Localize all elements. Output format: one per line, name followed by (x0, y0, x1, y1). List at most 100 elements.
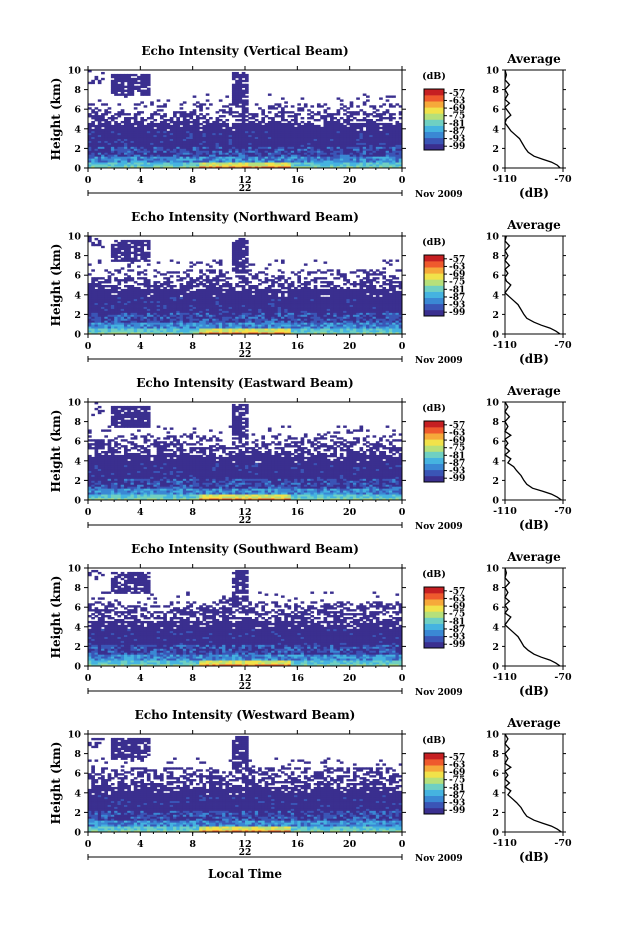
heatmap-cell (163, 166, 167, 169)
heatmap-cell (110, 144, 115, 147)
heatmap-cell (245, 107, 249, 110)
x-tick-label: 16 (291, 175, 305, 186)
heatmap-cell (176, 144, 180, 147)
heatmap-cell (362, 142, 367, 145)
heatmap-cell (369, 132, 373, 136)
heatmap-cell (192, 158, 197, 161)
heatmap-cell (326, 138, 331, 141)
heatmap-cell (117, 154, 122, 157)
heatmap-cell (392, 150, 396, 153)
heatmap-cell (356, 166, 360, 169)
heatmap-cell (205, 142, 210, 145)
heatmap-cell (271, 150, 275, 153)
heatmap-cell (294, 154, 298, 157)
heatmap-cell (228, 103, 233, 106)
heatmap-cell (143, 158, 148, 161)
heatmap-cell (91, 154, 95, 157)
heatmap-cell (212, 148, 216, 151)
heatmap-cell (379, 138, 383, 141)
heatmap-cell (241, 99, 246, 102)
heatmap-cell (110, 166, 115, 169)
heatmap-cell (153, 166, 158, 169)
heatmap-cell (238, 105, 243, 108)
heatmap-cell (202, 148, 207, 151)
heatmap-cell (343, 113, 347, 116)
heatmap-cell (186, 138, 190, 141)
heatmap-cell (320, 160, 324, 163)
heatmap-cell (137, 130, 141, 134)
heatmap-cell (120, 160, 125, 163)
heatmap-cell (251, 166, 256, 169)
heatmap-cell (388, 103, 393, 106)
heatmap-cell (215, 160, 220, 163)
heatmap-cell (117, 130, 122, 134)
heatmap-cell (356, 140, 360, 143)
heatmap-cell (195, 132, 200, 136)
heatmap-cell (287, 136, 292, 139)
heatmap-cell (156, 148, 161, 151)
heatmap-cell (107, 148, 112, 151)
heatmap-cell (176, 134, 180, 138)
heatmap-cell (261, 162, 266, 165)
heatmap-cell (238, 140, 243, 143)
heatmap-cell (117, 111, 122, 114)
heatmap-cell (238, 160, 243, 163)
heatmap-cell (179, 166, 184, 169)
heatmap-cell (369, 156, 373, 159)
heatmap-cell (218, 115, 223, 118)
heatmap-cell (114, 140, 118, 143)
heatmap-cell (133, 144, 138, 147)
heatmap-cell (245, 162, 249, 165)
heatmap-cell (245, 146, 249, 149)
heatmap-cell (114, 150, 118, 153)
heatmap-cell (202, 142, 207, 145)
heatmap-cell (290, 150, 295, 153)
heatmap-cell (182, 144, 187, 147)
heatmap-cell (130, 166, 135, 169)
heatmap-cell (205, 150, 210, 153)
heatmap-cell (366, 119, 370, 122)
heatmap-cell (176, 148, 180, 151)
heatmap-cell (248, 146, 252, 149)
heatmap-cell (313, 150, 318, 153)
heatmap-cell (189, 148, 194, 151)
heatmap-cell (336, 97, 341, 100)
heatmap-cell (94, 140, 99, 143)
heatmap-cell (179, 154, 184, 157)
heatmap-cell (277, 164, 282, 167)
heatmap-cell (297, 136, 301, 139)
heatmap-cell (300, 140, 305, 143)
heatmap-cell (88, 148, 92, 151)
heatmap-cell (218, 140, 223, 143)
heatmap-cell (313, 140, 318, 143)
heatmap-cell (120, 162, 125, 165)
heatmap-cell (137, 142, 141, 145)
heatmap-cell (280, 122, 285, 126)
heatmap-cell (385, 160, 390, 163)
heatmap-cell (392, 95, 396, 98)
heatmap-cell (333, 158, 337, 161)
heatmap-cell (137, 75, 141, 79)
heatmap-cell (153, 156, 158, 159)
heatmap-cell (209, 142, 213, 145)
heatmap-cell (303, 150, 308, 153)
heatmap-cell (186, 130, 190, 134)
heatmap-cell (388, 140, 393, 143)
heatmap-cell (209, 158, 213, 161)
heatmap-cell (271, 164, 275, 167)
heatmap-cell (130, 138, 135, 141)
heatmap-cell (192, 162, 197, 165)
heatmap-cell (277, 150, 282, 153)
heatmap-cell (186, 146, 190, 149)
heatmap-cell (382, 117, 387, 120)
heatmap-cell (97, 115, 102, 118)
heatmap-cell (182, 134, 187, 138)
heatmap-cell (313, 119, 318, 122)
heatmap-cell (310, 160, 315, 163)
heatmap-cell (267, 158, 272, 161)
heatmap-cell (398, 136, 403, 139)
heatmap-cell (258, 130, 262, 134)
heatmap-cell (267, 146, 272, 149)
heatmap-cell (385, 117, 390, 120)
heatmap-cell (290, 148, 295, 151)
